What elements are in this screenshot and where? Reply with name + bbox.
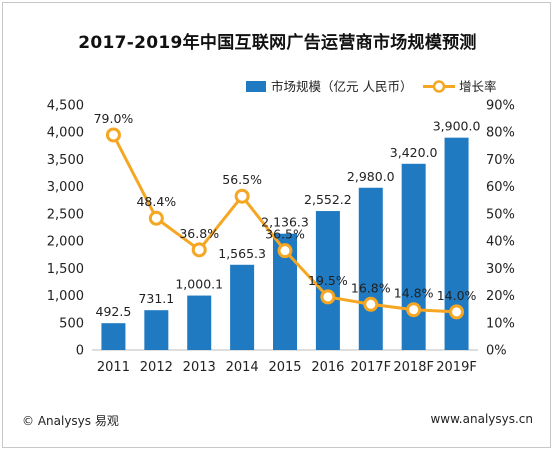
point-growth-rate [234,188,250,204]
right-axis-tick-label: 50% [486,207,515,222]
x-axis-tick-label: 2011 [97,360,130,375]
point-growth-rate [191,242,207,258]
right-axis-tick-label: 70% [486,153,515,168]
growth-data-label: 14.8% [394,286,434,301]
chart-frame [2,2,551,448]
legend-line-marker [432,80,446,93]
right-axis-tick-label: 80% [486,126,515,141]
left-axis-tick-label: 4,000 [47,126,84,141]
bar-market-size [144,310,169,350]
bar-market-size [101,323,126,350]
bar-data-label: 2,136.3 [261,215,309,230]
legend-bar-swatch [246,81,266,92]
left-axis-tick-label: 1,000 [47,289,84,304]
right-axis-tick-label: 0% [486,344,507,359]
left-axis-tick-label: 0 [76,344,84,359]
right-axis-tick-label: 40% [486,235,515,250]
legend-line-label: 增长率 [459,79,497,94]
point-growth-rate [105,127,121,143]
bar-data-label: 2,552.2 [304,192,352,207]
x-axis-tick-label: 2019F [436,360,477,375]
bar-market-size [187,295,212,350]
bar-data-label: 1,000.1 [175,277,223,292]
bar-market-size [315,211,340,350]
left-axis-tick-label: 1,500 [47,262,84,277]
point-growth-rate [320,289,336,305]
growth-data-label: 16.8% [351,280,391,295]
bar-market-size [401,163,426,350]
footer-website: www.analysys.cn [430,412,533,426]
point-growth-rate [363,296,379,312]
x-axis-tick-label: 2012 [140,360,173,375]
x-axis-tick-label: 2015 [268,360,301,375]
growth-data-label: 36.5% [265,227,305,242]
growth-data-label: 14.0% [437,288,477,303]
right-axis-tick-label: 60% [486,180,515,195]
chart-title: 2017-2019年中国互联网广告运营商市场规模预测 [78,33,477,53]
legend-bar-label: 市场规模（亿元 人民币） [271,79,412,94]
point-growth-rate [406,302,422,318]
point-growth-rate [277,243,293,259]
point-growth-rate [148,210,164,226]
left-axis-tick-label: 2,000 [47,235,84,250]
point-growth-rate [449,304,465,320]
left-axis-tick-label: 500 [59,316,84,331]
bar-data-label: 731.1 [138,291,174,306]
growth-data-label: 56.5% [222,172,262,187]
x-axis-tick-label: 2017F [350,360,391,375]
left-axis-tick-label: 4,500 [47,99,84,114]
growth-data-label: 19.5% [308,273,348,288]
right-axis-tick-label: 30% [486,262,515,277]
right-axis-tick-label: 90% [486,99,515,114]
bar-market-size [358,187,383,350]
growth-data-label: 36.8% [179,226,219,241]
left-axis-tick-label: 3,500 [47,153,84,168]
left-axis-tick-label: 2,500 [47,207,84,222]
bar-market-size [230,264,255,350]
x-axis-tick-label: 2018F [393,360,434,375]
growth-data-label: 48.4% [136,194,176,209]
left-axis-tick-label: 3,000 [47,180,84,195]
x-axis-tick-label: 2016 [311,360,344,375]
growth-data-label: 79.0% [94,111,134,126]
x-axis-tick-label: 2013 [183,360,216,375]
bar-data-label: 3,420.0 [390,145,438,160]
right-axis-tick-label: 20% [486,289,515,304]
footer-copyright: © Analysys 易观 [22,414,119,428]
bar-data-label: 1,565.3 [218,246,266,261]
x-axis-tick-label: 2014 [226,360,259,375]
bar-data-label: 492.5 [96,304,132,319]
right-axis-tick-label: 10% [486,316,515,331]
bar-data-label: 3,900.0 [433,119,481,134]
bar-data-label: 2,980.0 [347,169,395,184]
